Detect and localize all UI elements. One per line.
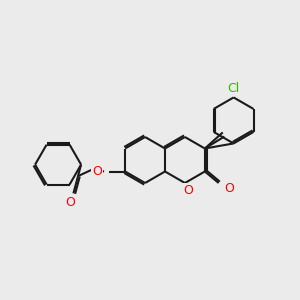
Text: O: O <box>183 184 193 197</box>
Text: O: O <box>92 165 102 178</box>
Text: O: O <box>225 182 235 194</box>
Text: O: O <box>65 196 75 209</box>
Text: Cl: Cl <box>227 82 240 95</box>
